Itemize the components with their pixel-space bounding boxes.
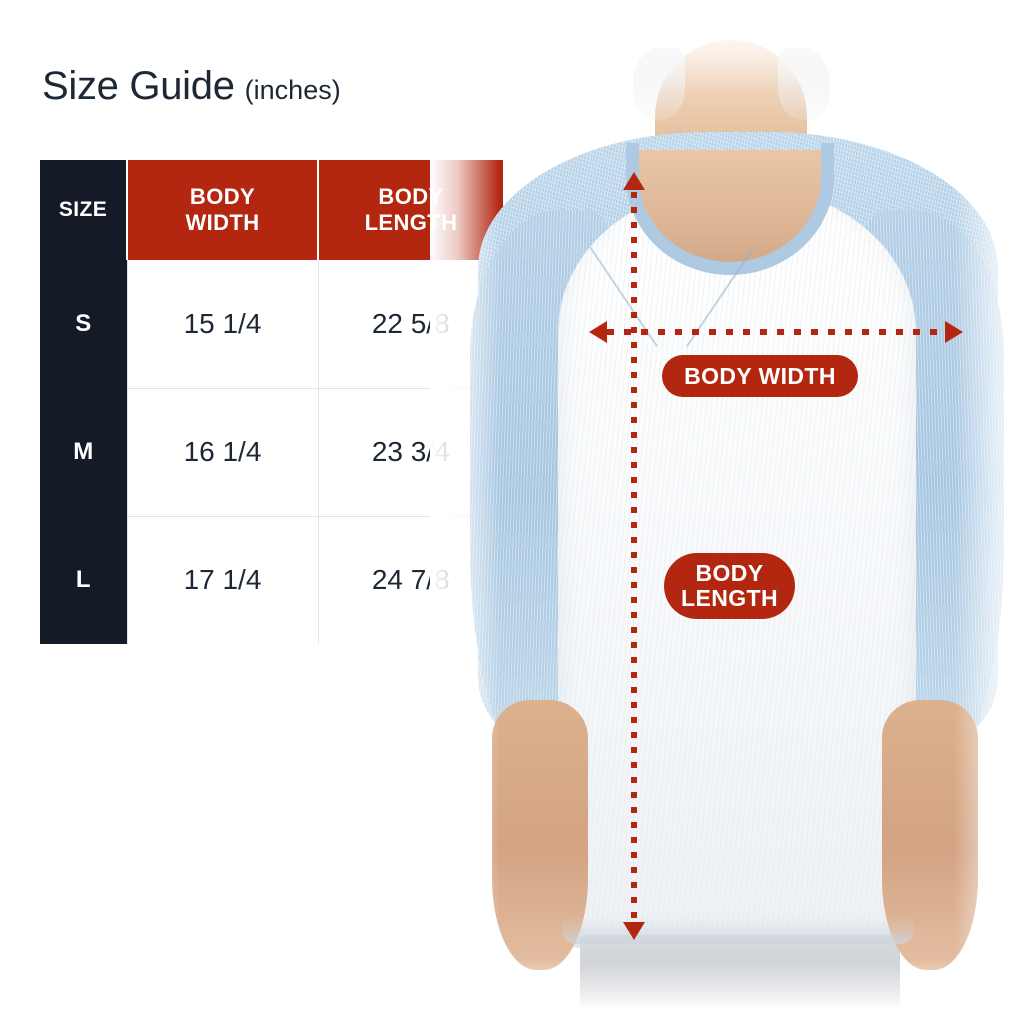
cell-size-m: M — [40, 388, 127, 516]
cell-body-width-l: 17 1/4 — [126, 516, 318, 644]
page-title-unit: (inches) — [244, 75, 341, 105]
body-length-label-text-line2: LENGTH — [681, 585, 778, 611]
photo-top-fade — [635, 0, 830, 90]
column-header-body-width-line1: BODY — [189, 184, 256, 210]
body-width-label-text: BODY WIDTH — [684, 362, 836, 389]
photo-right-fade — [954, 0, 1024, 1024]
body-length-label-text-line1: BODY — [695, 560, 764, 587]
cell-body-width-s: 15 1/4 — [126, 260, 318, 389]
body-width-label-badge: BODY WIDTH — [662, 355, 858, 397]
page-title-main: Size Guide — [42, 64, 235, 108]
body-width-arrow-left-icon — [589, 321, 607, 343]
garment-model-photo — [430, 0, 1024, 1024]
body-length-label-badge: BODY LENGTH — [664, 553, 795, 619]
body-length-dashed-line — [631, 192, 637, 932]
cell-size-s: S — [40, 260, 127, 388]
body-width-arrow-right-icon — [945, 321, 963, 343]
body-width-dashed-line — [607, 329, 945, 335]
cell-size-l: L — [40, 516, 127, 644]
table-row: M 16 1/4 23 3/4 — [40, 388, 503, 517]
body-length-arrow-down-icon — [623, 922, 645, 940]
photo-bottom-fade — [430, 960, 1024, 1024]
column-header-size: SIZE — [40, 160, 127, 260]
column-header-body-width: BODY WIDTH — [126, 160, 318, 260]
body-length-arrow-up-icon — [623, 172, 645, 190]
page-title: Size Guide (inches) — [42, 64, 341, 109]
shirt-hem — [562, 918, 914, 944]
photo-left-fade — [430, 0, 500, 1024]
cell-body-width-m: 16 1/4 — [126, 388, 318, 517]
column-header-body-width-line2: WIDTH — [185, 210, 260, 235]
